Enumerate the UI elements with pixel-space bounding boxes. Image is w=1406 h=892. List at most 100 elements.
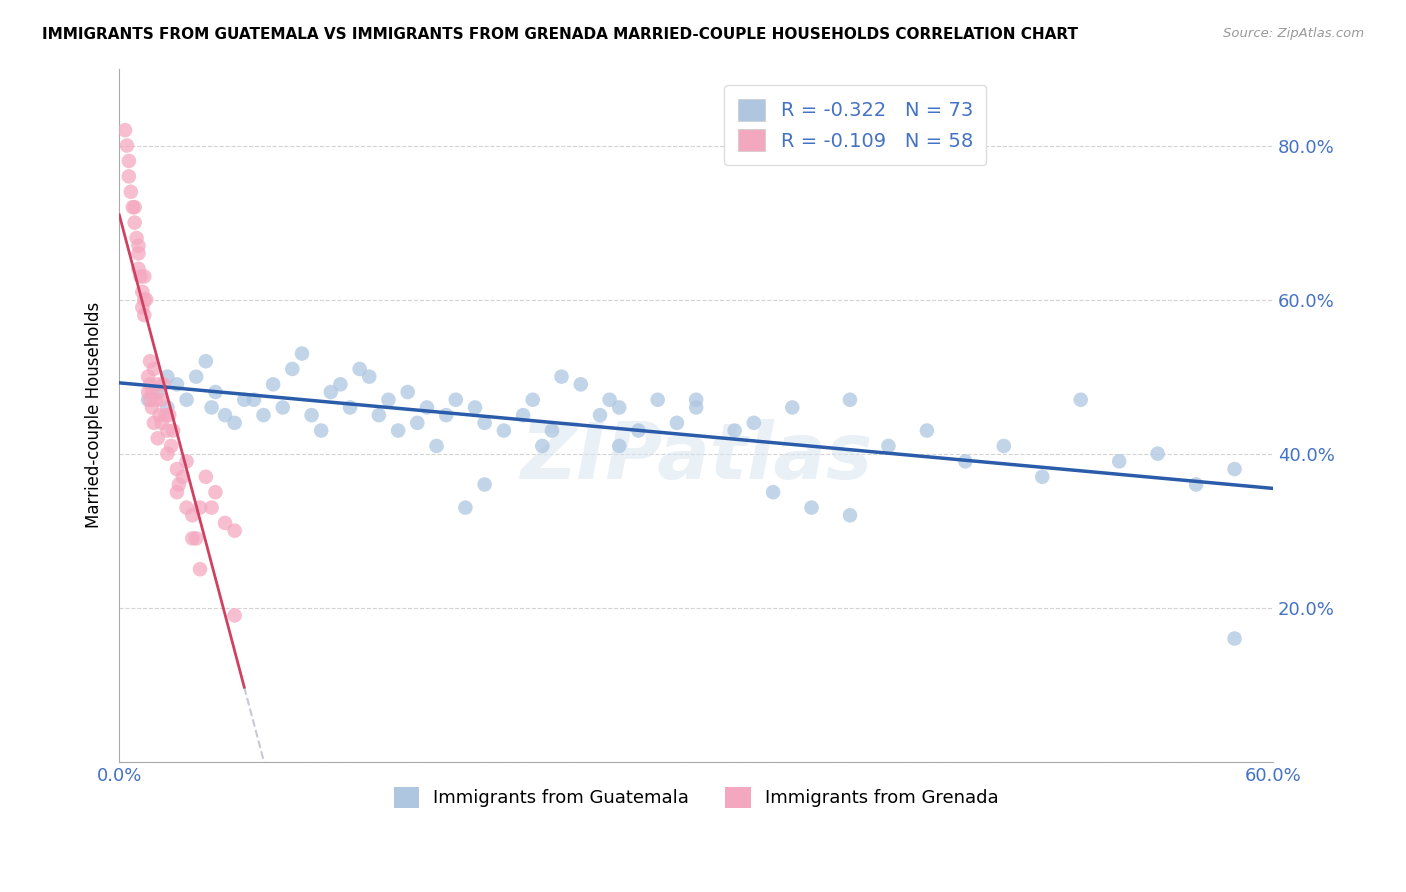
Point xyxy=(121,200,143,214)
Point xyxy=(742,416,765,430)
Point xyxy=(139,377,162,392)
Point xyxy=(145,392,167,407)
Point xyxy=(186,532,208,546)
Point xyxy=(839,392,862,407)
Point xyxy=(329,377,352,392)
Point xyxy=(723,424,745,438)
Point xyxy=(120,185,142,199)
Point xyxy=(359,369,381,384)
Point xyxy=(118,153,141,168)
Point xyxy=(464,401,486,415)
Point xyxy=(146,385,169,400)
Point xyxy=(550,369,572,384)
Point xyxy=(150,416,173,430)
Text: ZIPatlas: ZIPatlas xyxy=(520,418,872,495)
Point xyxy=(134,269,156,284)
Point xyxy=(1031,469,1053,483)
Point xyxy=(319,385,342,400)
Point xyxy=(146,431,169,445)
Point xyxy=(128,261,150,276)
Point xyxy=(162,424,184,438)
Point xyxy=(685,392,707,407)
Point xyxy=(416,401,439,415)
Point xyxy=(188,562,211,576)
Point xyxy=(877,439,900,453)
Point xyxy=(224,608,246,623)
Point xyxy=(204,385,226,400)
Point xyxy=(156,369,179,384)
Point xyxy=(444,392,467,407)
Point xyxy=(396,385,419,400)
Point xyxy=(762,485,785,500)
Point xyxy=(607,439,630,453)
Point xyxy=(142,416,165,430)
Point xyxy=(176,454,198,468)
Point xyxy=(915,424,938,438)
Point xyxy=(339,401,361,415)
Point xyxy=(1108,454,1130,468)
Point xyxy=(136,385,159,400)
Point xyxy=(156,424,179,438)
Point xyxy=(141,385,163,400)
Point xyxy=(125,231,148,245)
Point xyxy=(136,392,159,407)
Point xyxy=(512,408,534,422)
Point xyxy=(434,408,457,422)
Point xyxy=(194,354,217,368)
Point xyxy=(243,392,266,407)
Text: IMMIGRANTS FROM GUATEMALA VS IMMIGRANTS FROM GRENADA MARRIED-COUPLE HOUSEHOLDS C: IMMIGRANTS FROM GUATEMALA VS IMMIGRANTS … xyxy=(42,27,1078,42)
Point xyxy=(522,392,544,407)
Point xyxy=(166,462,188,476)
Point xyxy=(131,285,153,299)
Point xyxy=(665,416,688,430)
Point xyxy=(155,408,177,422)
Point xyxy=(200,500,222,515)
Point xyxy=(181,508,204,523)
Point xyxy=(200,401,222,415)
Point xyxy=(150,392,173,407)
Point xyxy=(224,416,246,430)
Point xyxy=(124,200,146,214)
Point xyxy=(387,424,409,438)
Point xyxy=(367,408,389,422)
Point xyxy=(124,216,146,230)
Point xyxy=(128,238,150,252)
Point xyxy=(531,439,554,453)
Point xyxy=(139,392,162,407)
Point xyxy=(156,447,179,461)
Point xyxy=(627,424,650,438)
Point xyxy=(141,401,163,415)
Point xyxy=(152,377,174,392)
Point xyxy=(1070,392,1092,407)
Point xyxy=(224,524,246,538)
Point xyxy=(839,508,862,523)
Point xyxy=(172,469,194,483)
Point xyxy=(166,485,188,500)
Point xyxy=(129,269,152,284)
Point xyxy=(135,293,157,307)
Point xyxy=(349,362,371,376)
Point xyxy=(157,408,180,422)
Point xyxy=(176,392,198,407)
Point xyxy=(252,408,274,422)
Point xyxy=(142,362,165,376)
Point xyxy=(136,369,159,384)
Point xyxy=(167,477,190,491)
Point xyxy=(569,377,592,392)
Point xyxy=(134,293,156,307)
Point xyxy=(149,408,172,422)
Point xyxy=(541,424,564,438)
Point xyxy=(993,439,1015,453)
Point xyxy=(1185,477,1208,491)
Point xyxy=(955,454,977,468)
Point xyxy=(233,392,256,407)
Point xyxy=(214,516,236,530)
Point xyxy=(134,308,156,322)
Point xyxy=(204,485,226,500)
Point xyxy=(271,401,294,415)
Point xyxy=(160,439,183,453)
Point xyxy=(474,416,496,430)
Y-axis label: Married-couple Households: Married-couple Households xyxy=(86,302,103,528)
Point xyxy=(607,401,630,415)
Point xyxy=(589,408,612,422)
